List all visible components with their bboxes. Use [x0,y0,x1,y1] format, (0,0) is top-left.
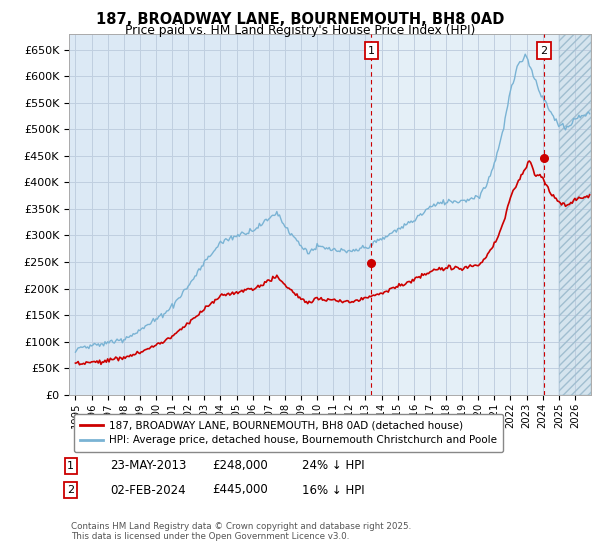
Text: 24% ↓ HPI: 24% ↓ HPI [302,459,364,473]
Text: 2: 2 [67,485,74,495]
Text: £445,000: £445,000 [212,483,268,497]
Text: 16% ↓ HPI: 16% ↓ HPI [302,483,364,497]
Text: 2: 2 [541,45,548,55]
Text: 1: 1 [368,45,375,55]
Text: 02-FEB-2024: 02-FEB-2024 [110,483,185,497]
Text: 1: 1 [67,461,74,471]
Text: Contains HM Land Registry data © Crown copyright and database right 2025.
This d: Contains HM Land Registry data © Crown c… [71,522,411,542]
Bar [559,34,591,395]
Legend: 187, BROADWAY LANE, BOURNEMOUTH, BH8 0AD (detached house), HPI: Average price, d: 187, BROADWAY LANE, BOURNEMOUTH, BH8 0AD… [74,414,503,452]
Text: 187, BROADWAY LANE, BOURNEMOUTH, BH8 0AD: 187, BROADWAY LANE, BOURNEMOUTH, BH8 0AD [96,12,504,27]
Bar [559,34,591,395]
Bar [371,34,591,395]
Text: Price paid vs. HM Land Registry's House Price Index (HPI): Price paid vs. HM Land Registry's House … [125,24,475,36]
Text: 23-MAY-2013: 23-MAY-2013 [110,459,186,473]
Text: £248,000: £248,000 [212,459,268,473]
